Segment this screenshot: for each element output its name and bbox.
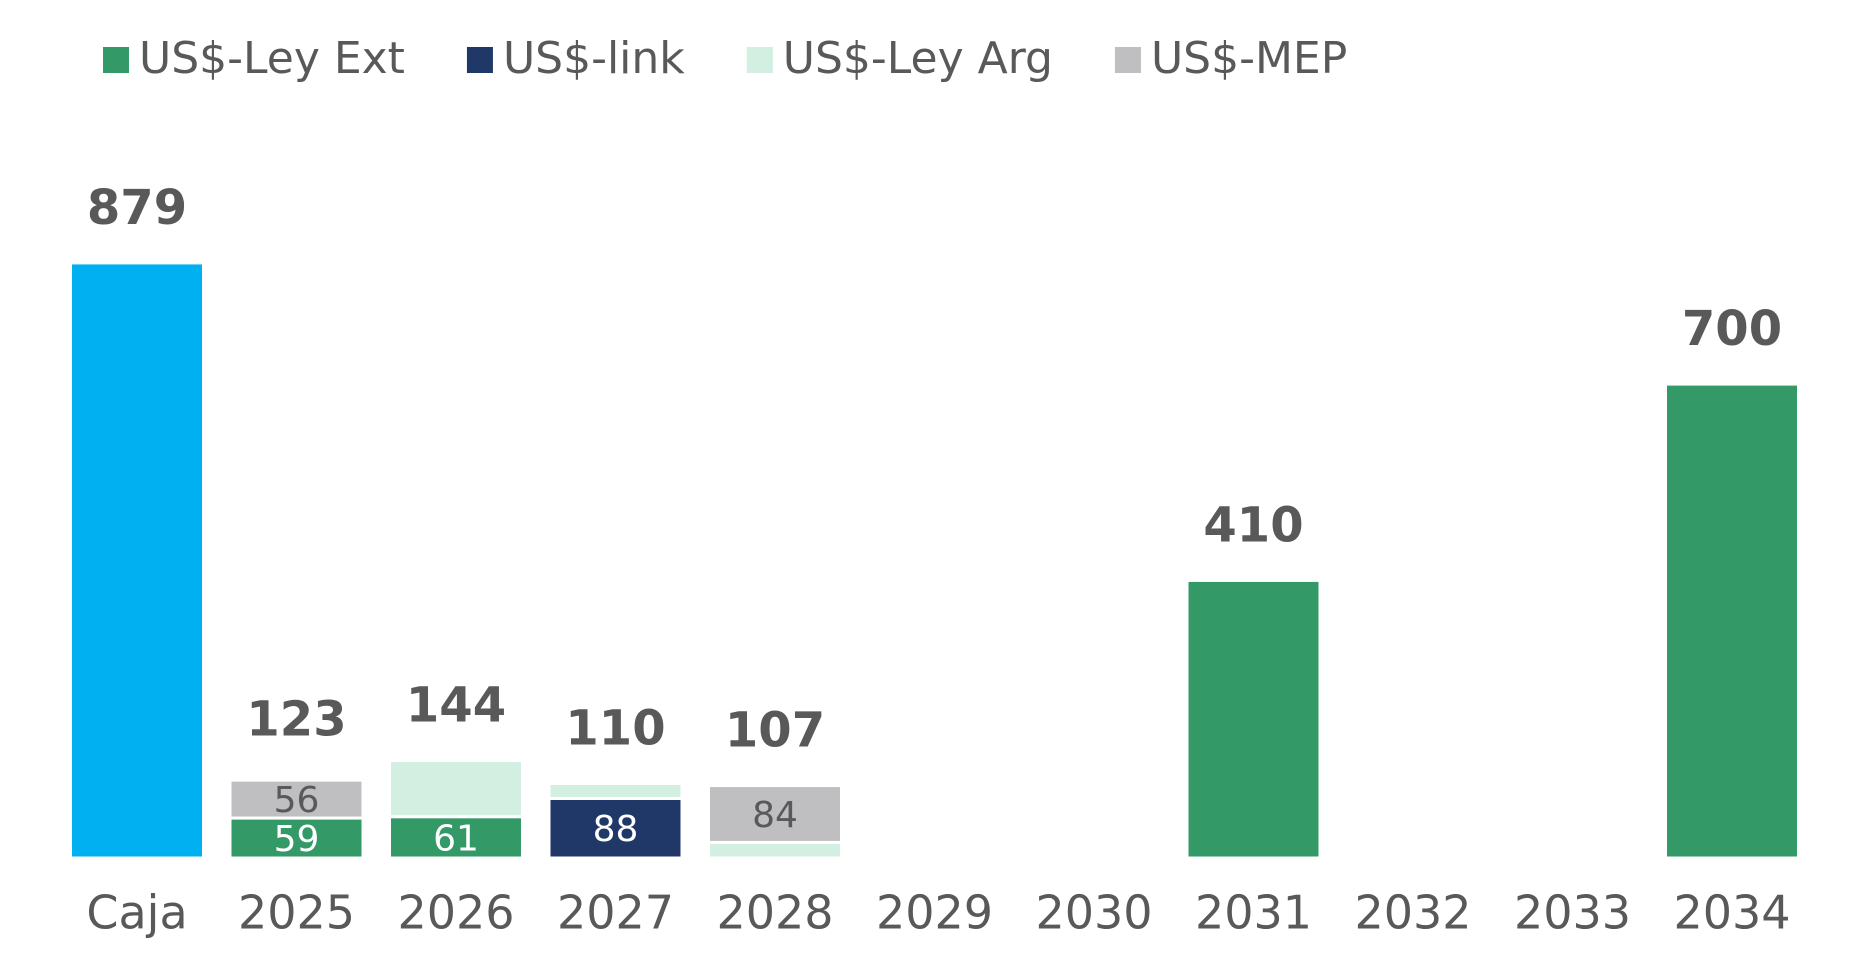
bar-segment (228, 816, 365, 860)
legend-label: US$-link (503, 33, 685, 84)
x-tick-label: 2026 (397, 886, 514, 940)
total-label: 123 (246, 692, 346, 748)
bar-segment (1185, 578, 1322, 860)
legend-label: US$-Ley Ext (139, 33, 405, 84)
bar-segment (547, 796, 684, 860)
legend-label: US$-Ley Arg (783, 33, 1053, 84)
x-tick-label: 2031 (1195, 886, 1312, 940)
bar-segment (69, 261, 205, 860)
bar-segment (388, 759, 524, 819)
x-tick-label: 2030 (1035, 886, 1152, 940)
x-tick-label: 2029 (876, 886, 993, 940)
x-tick-label: 2034 (1673, 886, 1790, 940)
segment-label: 88 (593, 809, 639, 850)
bar-segment (1664, 382, 1800, 860)
total-label: 144 (406, 678, 506, 734)
legend-swatch (746, 47, 773, 73)
x-tick-label: 2028 (716, 886, 833, 940)
bar-segment (707, 840, 843, 860)
segment-label: 56 (274, 780, 320, 821)
total-label: 107 (725, 703, 825, 759)
legend-swatch (1114, 47, 1141, 73)
bar-segment (547, 782, 684, 800)
legend-label: US$-MEP (1151, 33, 1347, 84)
x-tick-label: Caja (86, 886, 187, 940)
segment-label: 61 (433, 818, 479, 859)
total-label: 410 (1203, 497, 1303, 553)
x-tick-label: 2032 (1354, 886, 1471, 940)
bar-segment (707, 784, 843, 844)
bar-segment (228, 778, 365, 820)
x-tick-label: 2025 (238, 886, 355, 940)
segment-label: 84 (752, 795, 798, 836)
total-label: 879 (87, 180, 187, 236)
legend-swatch (466, 47, 493, 73)
segment-label: 59 (274, 819, 320, 860)
total-label: 110 (565, 701, 665, 757)
total-label: 700 (1682, 301, 1782, 357)
legend-swatch (103, 47, 129, 73)
x-tick-label: 2033 (1514, 886, 1631, 940)
x-tick-label: 2027 (557, 886, 674, 940)
